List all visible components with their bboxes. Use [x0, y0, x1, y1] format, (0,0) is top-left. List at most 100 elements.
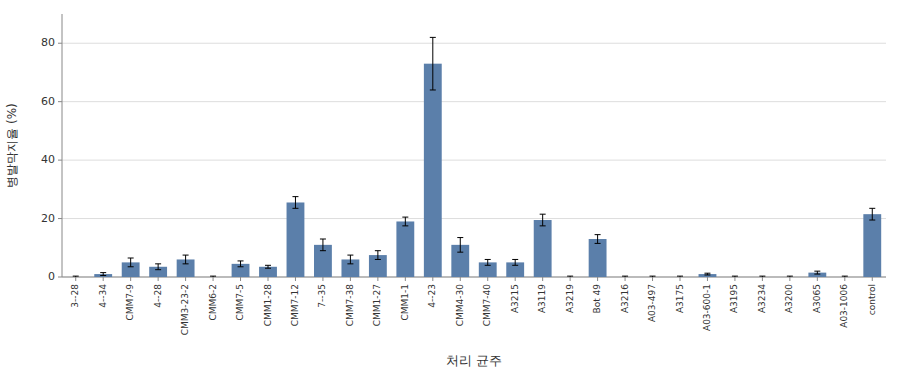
- error-cap: [814, 271, 820, 272]
- error-cap: [100, 272, 106, 273]
- error-bar: [704, 273, 710, 275]
- error-bar: [183, 255, 189, 264]
- y-tick: [58, 101, 62, 102]
- bar: [616, 277, 634, 278]
- error-line: [487, 259, 488, 265]
- y-tick-label: 0: [48, 270, 55, 283]
- x-tick-label: CMM1-1: [400, 284, 410, 321]
- x-tick: [103, 277, 104, 281]
- error-line: [322, 239, 323, 251]
- bar: [67, 277, 85, 278]
- error-cap: [540, 214, 546, 215]
- error-cap: [650, 276, 656, 277]
- error-cap: [375, 250, 381, 251]
- error-line: [405, 217, 406, 226]
- x-tick-label: 7--35: [317, 284, 327, 308]
- axes: 0204060803--284--34CMM7-94--28CMM3-23-2C…: [41, 14, 886, 335]
- bar: [589, 239, 607, 277]
- error-bar: [622, 276, 628, 277]
- grid-line: [62, 43, 886, 44]
- x-tick: [872, 277, 873, 281]
- x-tick-label: 4--28: [153, 284, 163, 308]
- x-tick: [597, 277, 598, 281]
- x-tick: [268, 277, 269, 281]
- error-line: [597, 235, 598, 244]
- y-tick-label: 80: [41, 36, 55, 49]
- error-cap: [457, 252, 463, 253]
- error-line: [432, 37, 433, 90]
- x-tick-label: 3--28: [70, 284, 80, 308]
- grid: [62, 43, 886, 277]
- error-bar: [210, 276, 216, 277]
- error-cap: [759, 276, 765, 277]
- x-tick-label: CMM1-27: [372, 284, 382, 326]
- error-bar: [540, 214, 546, 226]
- x-tick-label: 4--23: [427, 284, 437, 308]
- error-line: [515, 259, 516, 265]
- bar: [671, 277, 689, 278]
- bar: [259, 267, 277, 277]
- x-tick-label: control: [867, 284, 877, 315]
- x-tick: [542, 277, 543, 281]
- x-tick: [130, 277, 131, 281]
- x-tick: [762, 277, 763, 281]
- grid-line: [62, 160, 886, 161]
- x-tick-label: A03-600-1: [702, 284, 712, 331]
- x-tick-label: CMM7-9: [125, 284, 135, 321]
- error-bar: [595, 235, 601, 244]
- x-tick: [377, 277, 378, 281]
- error-cap: [320, 250, 326, 251]
- error-line: [460, 238, 461, 253]
- x-tick-label: CMM7-5: [235, 284, 245, 321]
- error-cap: [402, 217, 408, 218]
- error-bar: [650, 276, 656, 277]
- x-tick-label: CMM1-28: [263, 284, 273, 327]
- plot-area: [73, 37, 881, 277]
- error-cap: [869, 208, 875, 209]
- error-cap: [100, 275, 106, 276]
- x-tick: [515, 277, 516, 281]
- error-cap: [457, 237, 463, 238]
- error-bar: [265, 265, 271, 268]
- bar: [863, 214, 881, 277]
- error-cap: [869, 220, 875, 221]
- error-cap: [814, 274, 820, 275]
- x-tick: [570, 277, 571, 281]
- x-tick-label: A3215: [510, 284, 520, 313]
- error-cap: [210, 276, 216, 277]
- x-tick: [707, 277, 708, 281]
- error-cap: [347, 255, 353, 256]
- error-cap: [704, 274, 710, 275]
- error-cap: [595, 234, 601, 235]
- error-bar: [814, 271, 820, 274]
- x-tick: [652, 277, 653, 281]
- error-bar: [347, 255, 353, 264]
- y-tick-label: 60: [41, 95, 55, 108]
- error-cap: [485, 265, 491, 266]
- error-bar: [512, 259, 518, 265]
- bar: [534, 220, 552, 277]
- bar: [753, 277, 771, 278]
- error-cap: [540, 225, 546, 226]
- bar: [396, 221, 414, 277]
- error-cap: [485, 259, 491, 260]
- x-tick: [625, 277, 626, 281]
- error-bar: [842, 276, 848, 277]
- error-bar: [485, 259, 491, 265]
- error-bar: [787, 276, 793, 277]
- error-bar: [402, 217, 408, 226]
- x-tick: [680, 277, 681, 281]
- error-cap: [430, 89, 436, 90]
- x-tick-label: A3195: [729, 284, 739, 313]
- error-bar: [567, 276, 573, 277]
- y-tick: [58, 218, 62, 219]
- error-bar: [732, 276, 738, 277]
- x-tick-label: CMM7-12: [290, 284, 300, 326]
- y-tick: [58, 277, 62, 278]
- bar: [644, 277, 662, 278]
- error-cap: [155, 269, 161, 270]
- x-tick-label: A3175: [675, 284, 685, 313]
- x-tick: [844, 277, 845, 281]
- x-tick-label: Bot 49: [592, 284, 602, 314]
- error-cap: [128, 266, 134, 267]
